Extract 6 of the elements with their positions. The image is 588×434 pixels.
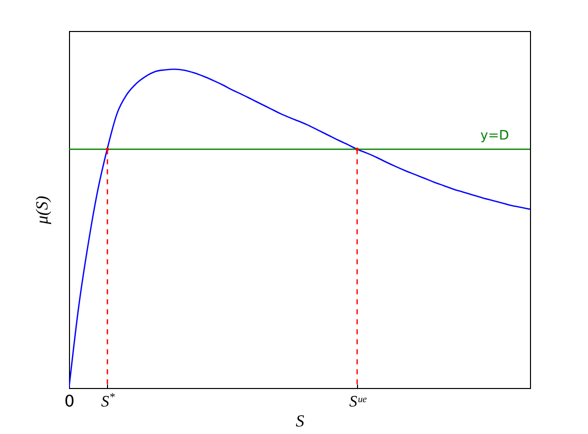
x-tick-label: Sᵘᵉ [349,394,367,410]
y-axis-title: μ(S) [32,195,52,226]
x-axis-title: S [296,412,305,430]
x-tick-label: S$^{*}$ [101,392,116,410]
x-tick-label: 0 [64,392,75,410]
ref-line-label: y=D [480,128,509,144]
